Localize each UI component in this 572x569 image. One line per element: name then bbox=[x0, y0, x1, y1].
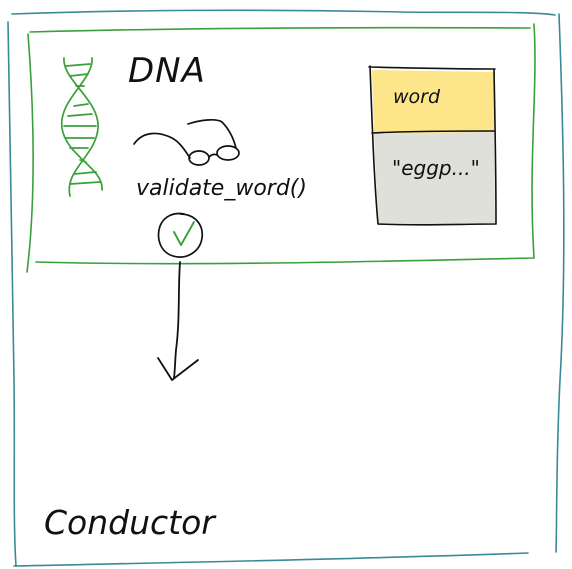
conductor-title: Conductor bbox=[44, 503, 215, 542]
variable-name: word bbox=[393, 86, 441, 108]
down-arrow-icon bbox=[157, 261, 199, 381]
conductor-boundary bbox=[7, 9, 565, 567]
dna-helix-icon bbox=[61, 57, 103, 197]
checkmark-circle-icon bbox=[157, 212, 204, 258]
dna-boundary bbox=[26, 23, 536, 273]
method-label: validate_word() bbox=[136, 176, 307, 201]
dna-title: DNA bbox=[128, 51, 206, 91]
variable-card bbox=[368, 65, 497, 226]
variable-value: "eggp..." bbox=[392, 156, 480, 180]
eyeglasses-icon bbox=[133, 118, 240, 166]
